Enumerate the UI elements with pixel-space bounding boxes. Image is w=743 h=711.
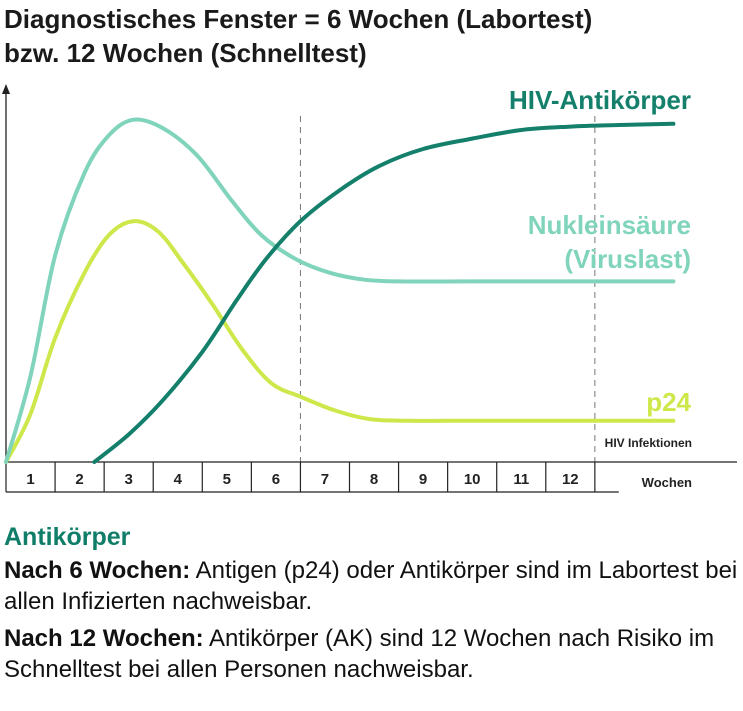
- legend-label-nukleinsaeure: Nukleinsäure: [528, 210, 691, 240]
- antibody-section: Antikörper Nach 6 Wochen: Antigen (p24) …: [4, 521, 739, 691]
- x-tick-label-11: 11: [513, 471, 529, 488]
- chart-title-line-2: bzw. 12 Wochen (Schnelltest): [4, 38, 367, 68]
- x-tick-label-3: 3: [125, 471, 133, 488]
- paragraph-12-weeks-label: Nach 12 Wochen:: [4, 625, 204, 652]
- legend-label-p24: p24: [646, 387, 691, 417]
- x-tick-label-5: 5: [223, 471, 231, 488]
- chart-title-line-1: Diagnostisches Fenster = 6 Wochen (Labor…: [4, 4, 593, 34]
- x-tick-label-9: 9: [419, 471, 427, 488]
- series-line-p24: [4, 219, 676, 464]
- paragraph-6-weeks: Nach 6 Wochen: Antigen (p24) oder Antikö…: [4, 555, 739, 617]
- y-axis-arrow: [2, 84, 10, 94]
- paragraph-6-weeks-text: Antigen (p24) oder Antikörper sind im La…: [4, 557, 738, 615]
- legend-label-hiv-antikoerper: HIV-Antikörper: [509, 85, 691, 115]
- annotation-hiv-infektionen: HIV Infektionen: [605, 436, 692, 450]
- series-line-nukleinsa-ure-viruslast: [4, 117, 676, 464]
- x-tick-label-7: 7: [321, 471, 329, 488]
- chart-title: Diagnostisches Fenster = 6 Wochen (Labor…: [4, 2, 739, 70]
- legend-label-viruslast: (Viruslast): [564, 244, 691, 274]
- x-tick-label-1: 1: [26, 471, 34, 488]
- x-tick-label-6: 6: [272, 471, 280, 488]
- paragraph-12-weeks-text: Antikörper (AK) sind 12 Wochen nach Risi…: [4, 625, 715, 683]
- paragraph-6-weeks-label: Nach 6 Wochen:: [4, 557, 191, 584]
- x-tick-label-10: 10: [464, 471, 481, 488]
- x-tick-label-8: 8: [370, 471, 378, 488]
- x-tick-label-2: 2: [75, 471, 83, 488]
- paragraph-12-weeks: Nach 12 Wochen: Antikörper (AK) sind 12 …: [4, 623, 739, 685]
- section-heading: Antikörper: [4, 523, 131, 551]
- x-tick-label-12: 12: [562, 471, 579, 488]
- x-axis-label: Wochen: [642, 475, 692, 490]
- x-tick-label-4: 4: [174, 471, 183, 488]
- series-line-hiv-antiko-rper: [92, 121, 676, 464]
